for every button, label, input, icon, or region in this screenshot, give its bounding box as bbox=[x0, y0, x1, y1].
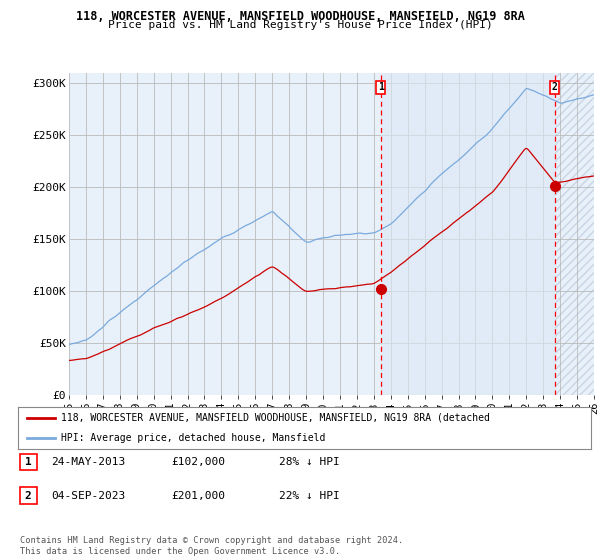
Bar bbox=[380, 73, 554, 395]
Text: 04-SEP-2023: 04-SEP-2023 bbox=[51, 491, 125, 501]
Text: 28% ↓ HPI: 28% ↓ HPI bbox=[279, 457, 340, 467]
Text: 22% ↓ HPI: 22% ↓ HPI bbox=[279, 491, 340, 501]
Text: £102,000: £102,000 bbox=[171, 457, 225, 467]
Text: Contains HM Land Registry data © Crown copyright and database right 2024.
This d: Contains HM Land Registry data © Crown c… bbox=[20, 536, 403, 556]
Text: 2: 2 bbox=[25, 491, 32, 501]
Text: HPI: Average price, detached house, Mansfield: HPI: Average price, detached house, Mans… bbox=[61, 433, 325, 443]
Text: 24-MAY-2013: 24-MAY-2013 bbox=[51, 457, 125, 467]
Bar bbox=[554, 73, 594, 395]
Text: 1: 1 bbox=[377, 82, 383, 92]
Text: 1: 1 bbox=[25, 457, 32, 467]
Text: 2: 2 bbox=[551, 82, 557, 92]
Text: £201,000: £201,000 bbox=[171, 491, 225, 501]
Bar bbox=[554, 73, 594, 395]
Text: 118, WORCESTER AVENUE, MANSFIELD WOODHOUSE, MANSFIELD, NG19 8RA: 118, WORCESTER AVENUE, MANSFIELD WOODHOU… bbox=[76, 10, 524, 22]
Text: 118, WORCESTER AVENUE, MANSFIELD WOODHOUSE, MANSFIELD, NG19 8RA (detached: 118, WORCESTER AVENUE, MANSFIELD WOODHOU… bbox=[61, 413, 490, 423]
Text: Price paid vs. HM Land Registry's House Price Index (HPI): Price paid vs. HM Land Registry's House … bbox=[107, 20, 493, 30]
